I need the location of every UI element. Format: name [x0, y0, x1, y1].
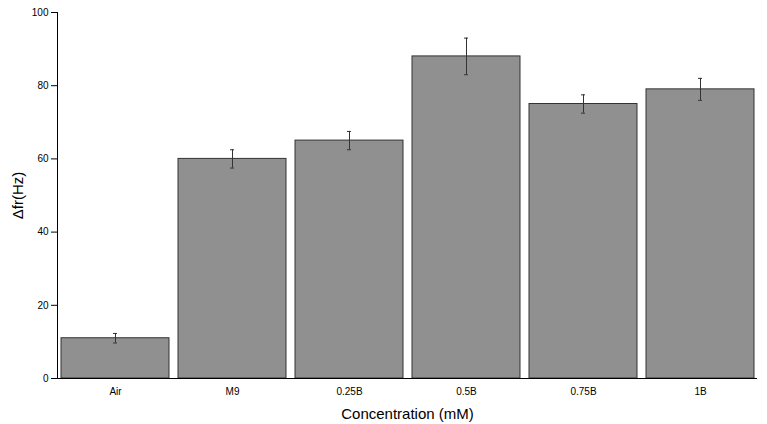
svg-text:0.25B: 0.25B — [336, 386, 362, 397]
svg-text:60: 60 — [37, 153, 49, 164]
svg-text:0.5B: 0.5B — [456, 386, 477, 397]
svg-text:100: 100 — [32, 7, 49, 18]
svg-text:0.75B: 0.75B — [570, 386, 596, 397]
svg-text:80: 80 — [37, 80, 49, 91]
svg-text:1B: 1B — [694, 386, 707, 397]
svg-text:Air: Air — [109, 386, 122, 397]
svg-text:40: 40 — [37, 226, 49, 237]
svg-text:0: 0 — [43, 373, 49, 384]
svg-text:M9: M9 — [226, 386, 240, 397]
svg-text:Concentration (mM): Concentration (mM) — [341, 405, 474, 422]
svg-text:Δfr(Hz): Δfr(Hz) — [9, 172, 26, 220]
svg-text:20: 20 — [37, 300, 49, 311]
